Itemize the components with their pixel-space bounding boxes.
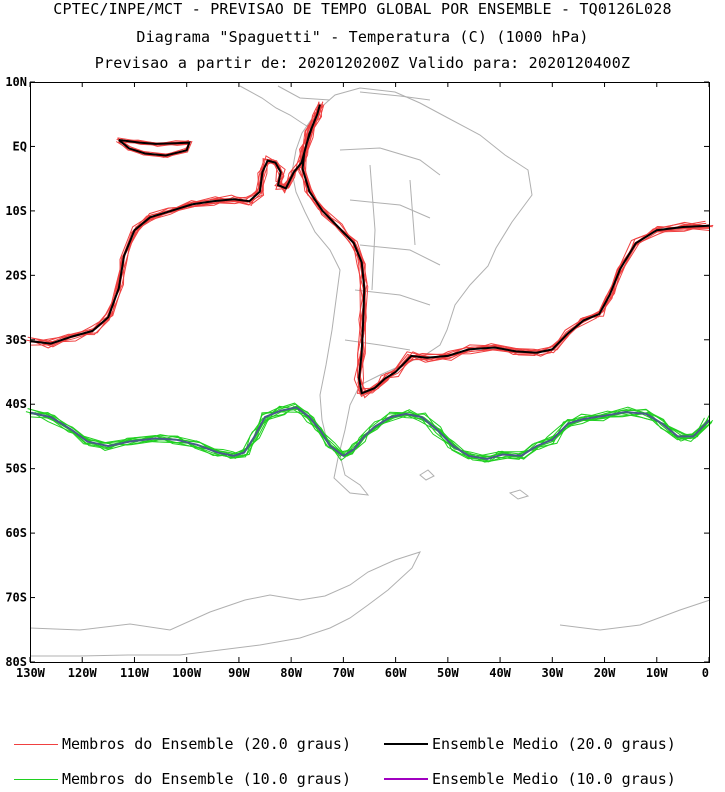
lon-label: 100W <box>172 666 202 680</box>
legend-member-10: Membros do Ensemble (10.0 graus) <box>14 770 351 788</box>
legend-label-mean-10: Ensemble Medio (10.0 graus) <box>432 770 676 788</box>
legend-swatch-member-20 <box>14 743 58 745</box>
title-line-3: Previsao a partir de: 2020120200Z Valido… <box>94 54 631 72</box>
lat-label: 20S <box>5 268 27 282</box>
lon-label: 120W <box>68 666 98 680</box>
iso20-member-contour <box>27 107 710 394</box>
iso10-mean-contour <box>29 406 710 461</box>
legend-swatch-member-10 <box>14 778 58 780</box>
antarctica-coast <box>29 551 421 657</box>
lat-label: 50S <box>5 462 27 476</box>
lon-label: 0 <box>702 666 709 680</box>
lat-label: 30S <box>5 333 27 347</box>
lon-label: 40W <box>489 666 511 680</box>
legend-label-mean-20: Ensemble Medio (20.0 graus) <box>432 735 676 753</box>
lat-label: 70S <box>5 591 27 605</box>
country-borders <box>339 147 441 351</box>
lat-label: 10N <box>5 75 27 89</box>
lat-label: 60S <box>5 526 27 540</box>
iso10-member-contour <box>28 402 713 460</box>
legend-member-20: Membros do Ensemble (20.0 graus) <box>14 735 351 753</box>
iso20-member-contour <box>29 101 706 393</box>
title-line-2: Diagrama "Spaguetti" - Temperatura (C) (… <box>136 28 589 46</box>
lon-label: 20W <box>594 666 616 680</box>
legend-swatch-mean-20 <box>384 743 428 745</box>
lon-label: 60W <box>385 666 407 680</box>
legend-mean-20: Ensemble Medio (20.0 graus) <box>384 735 676 753</box>
lat-label: EQ <box>13 139 27 153</box>
falkland-islands <box>419 469 435 481</box>
lon-label: 50W <box>437 666 459 680</box>
legend-swatch-mean-10 <box>384 778 428 780</box>
lon-label: 110W <box>120 666 150 680</box>
coastlines <box>29 85 711 657</box>
lat-label: 10S <box>5 204 27 218</box>
central-america-coast <box>239 85 431 129</box>
lon-label: 30W <box>541 666 563 680</box>
lat-label: 80S <box>5 655 27 669</box>
legend-mean-10: Ensemble Medio (10.0 graus) <box>384 770 676 788</box>
legend-label-member-20: Membros do Ensemble (20.0 graus) <box>62 735 351 753</box>
map-frame <box>30 82 710 663</box>
antarctica-coast-east <box>559 599 711 631</box>
south-america-coast <box>291 87 533 496</box>
south-georgia <box>508 489 530 500</box>
legend-label-member-10: Membros do Ensemble (10.0 graus) <box>62 770 351 788</box>
lon-label: 90W <box>228 666 250 680</box>
iso20-mean-contour <box>29 104 710 395</box>
iso20-island-mean-contour <box>118 139 191 157</box>
lon-label: 80W <box>280 666 302 680</box>
lon-label: 10W <box>646 666 668 680</box>
lon-label: 70W <box>333 666 355 680</box>
lat-label: 40S <box>5 397 27 411</box>
title-line-1: CPTEC/INPE/MCT - PREVISAO DE TEMPO GLOBA… <box>53 0 672 18</box>
lon-label: 130W <box>16 666 46 680</box>
